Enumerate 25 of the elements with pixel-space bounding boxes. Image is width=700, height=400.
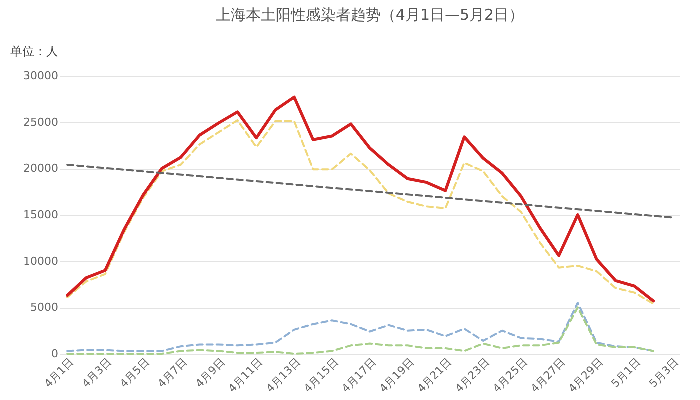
x-tick-label: 4月23日 bbox=[452, 356, 492, 396]
x-tick-label: 4月9日 bbox=[193, 356, 228, 390]
x-tick-label: 4月29日 bbox=[566, 356, 606, 396]
y-tick-label: 15000 bbox=[24, 208, 58, 222]
y-tick-label: 5000 bbox=[30, 301, 58, 314]
y-tick-label: 25000 bbox=[24, 116, 58, 129]
y-tick-label: 0 bbox=[52, 348, 58, 360]
chart-title: 上海本土阳性感染者趋势（4月1日—5月2日） bbox=[216, 6, 524, 24]
x-tick-label: 4月11日 bbox=[226, 356, 266, 396]
x-tick-label: 4月19日 bbox=[377, 356, 417, 396]
x-tick-label: 4月3日 bbox=[80, 356, 114, 390]
x-tick-label: 4月17日 bbox=[339, 356, 379, 396]
y-tick-label: 20000 bbox=[24, 162, 58, 176]
x-tick-label: 4月27日 bbox=[528, 356, 568, 396]
x-tick-label: 4月7日 bbox=[155, 356, 190, 390]
y-tick-label: 10000 bbox=[24, 254, 58, 268]
x-tick-label: 5月1日 bbox=[608, 356, 644, 390]
x-tick-label: 4月25日 bbox=[490, 356, 530, 396]
y-axis-title: 单位：人 bbox=[10, 44, 58, 58]
x-tick-label: 5月3日 bbox=[646, 356, 682, 390]
x-tick-label: 4月15日 bbox=[302, 356, 342, 396]
y-tick-label: 30000 bbox=[24, 70, 58, 82]
x-tick-label: 4月5日 bbox=[118, 356, 152, 390]
x-tick-label: 4月13日 bbox=[264, 356, 304, 396]
x-tick-label: 4月21日 bbox=[414, 356, 455, 396]
